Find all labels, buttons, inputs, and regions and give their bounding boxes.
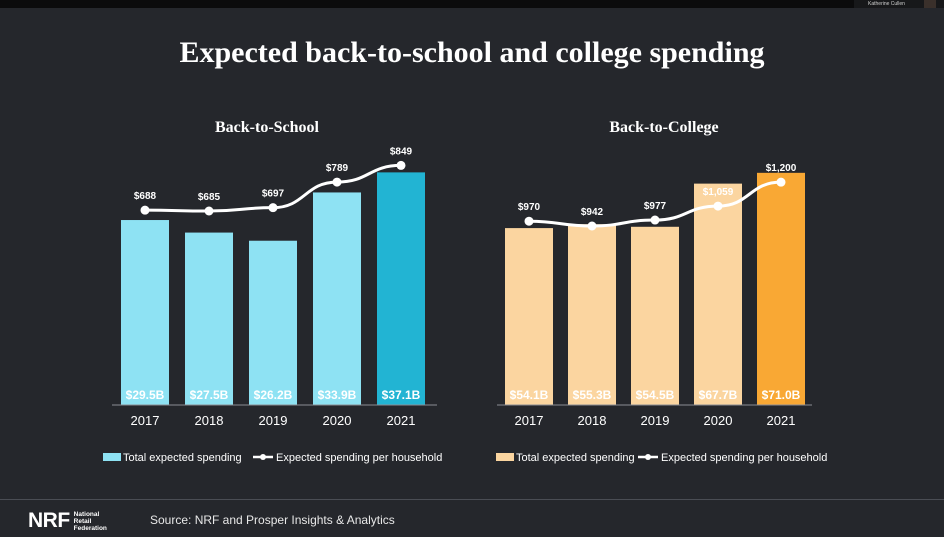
legend-bar-swatch — [496, 453, 514, 461]
legend-line-marker — [645, 454, 651, 460]
x-tick-label: 2019 — [641, 413, 670, 428]
line-point — [524, 216, 534, 226]
charts-canvas: Back-to-School $29.5B 2017 $27.5B 2018 $26.2B… — [103, 119, 827, 464]
bar — [568, 224, 616, 405]
bar-value-label: $27.5B — [190, 388, 229, 402]
line-value-label: $1,200 — [766, 163, 797, 174]
bar-value-label: $67.7B — [699, 388, 738, 402]
nrf-logo-text: National Retail Federation — [74, 511, 114, 532]
bar-value-label: $26.2B — [254, 388, 293, 402]
line-value-label: $697 — [262, 189, 285, 200]
x-tick-label: 2018 — [578, 413, 607, 428]
x-tick-label: 2019 — [259, 413, 288, 428]
bar — [377, 172, 425, 405]
line-value-label: $849 — [390, 146, 413, 157]
bar-value-label: $29.5B — [126, 388, 165, 402]
line-point — [268, 203, 278, 213]
legend-bar-swatch — [103, 453, 121, 461]
nrf-logo-line: Federation — [73, 524, 107, 532]
bar — [757, 172, 805, 405]
source-note: Source: NRF and Prosper Insights & Analy… — [150, 513, 395, 527]
footer-divider — [0, 499, 944, 500]
bar — [694, 183, 742, 405]
x-tick-label: 2018 — [195, 413, 224, 428]
chart-title: Back-to-School — [215, 119, 320, 136]
x-tick-label: 2021 — [767, 413, 796, 428]
x-tick-label: 2020 — [704, 413, 733, 428]
bar — [121, 220, 169, 405]
bar-value-label: $54.1B — [510, 388, 549, 402]
presenter-video-thumbnail — [924, 0, 936, 8]
bar-value-label: $37.1B — [382, 388, 421, 402]
bar-value-label: $33.9B — [318, 388, 357, 402]
legend-line-label: Expected spending per household — [661, 452, 827, 464]
legend-bar-label: Total expected spending — [516, 452, 635, 464]
nrf-logo-mark: NRF — [28, 509, 70, 532]
bar-value-label: $55.3B — [573, 388, 612, 402]
x-tick-label: 2020 — [323, 413, 352, 428]
x-tick-label: 2017 — [131, 413, 160, 428]
line-point — [204, 206, 214, 216]
line-point — [396, 160, 406, 170]
line-value-label: $942 — [581, 207, 604, 218]
bar-value-label: $71.0B — [762, 388, 801, 402]
legend-line-label: Expected spending per household — [276, 452, 442, 464]
line-point — [713, 201, 723, 211]
line-value-label: $977 — [644, 201, 667, 212]
legend-bar-label: Total expected spending — [123, 452, 242, 464]
nrf-logo: NRF National Retail Federation — [28, 508, 114, 534]
top-bar — [0, 0, 944, 8]
nrf-logo-line: Retail — [73, 517, 92, 525]
bar — [249, 240, 297, 405]
bar — [505, 228, 553, 405]
bar — [631, 226, 679, 405]
legend-line-marker — [260, 454, 266, 460]
line-point — [332, 177, 342, 187]
bar — [185, 232, 233, 405]
presenter-tile[interactable]: Katherine Cullen — [854, 0, 944, 8]
line-value-label: $1,059 — [703, 187, 734, 198]
line-value-label: $685 — [198, 192, 221, 203]
x-tick-label: 2021 — [387, 413, 416, 428]
line-point — [650, 215, 660, 225]
chart-title: Back-to-College — [609, 119, 718, 136]
bar-value-label: $54.5B — [636, 388, 675, 402]
line-point — [587, 221, 597, 231]
line-value-label: $789 — [326, 163, 349, 174]
line-value-label: $688 — [134, 191, 157, 202]
line-point — [140, 205, 150, 215]
bar — [313, 192, 361, 405]
presenter-name: Katherine Cullen — [868, 1, 905, 7]
slide-title: Expected back-to-school and college spen… — [179, 36, 765, 69]
line-point — [776, 177, 786, 187]
nrf-logo-line: National — [73, 510, 100, 518]
line-value-label: $970 — [518, 202, 541, 213]
x-tick-label: 2017 — [515, 413, 544, 428]
